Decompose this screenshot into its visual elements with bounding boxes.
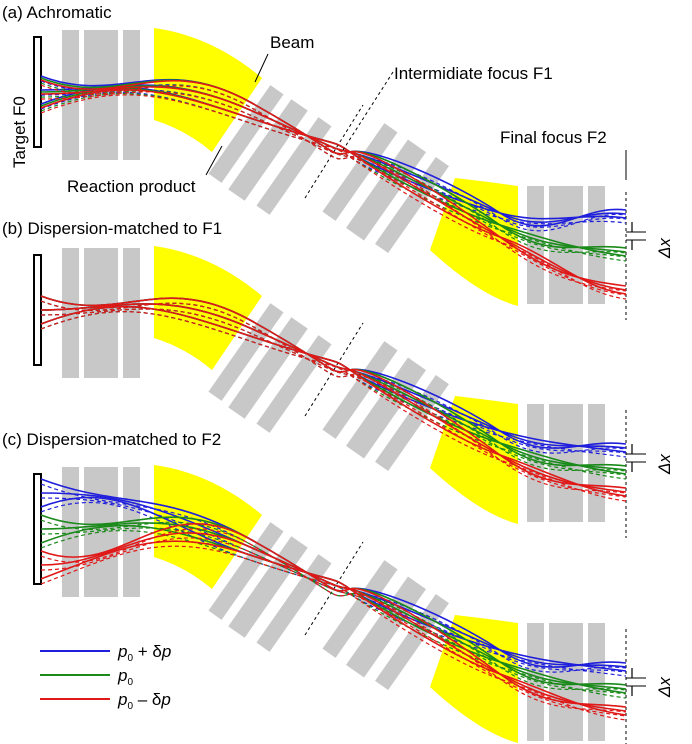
trajectory-line [40,79,627,287]
quadrupole-1 [62,248,79,378]
reference-marks [205,53,646,696]
final-quadrupole-1 [527,186,544,304]
trajectory-group-3 [40,478,627,721]
trajectory-line [40,295,627,489]
final-quadrupole-1 [527,404,544,522]
delta-x-label-e: Δx [655,677,674,698]
quadrupole-3 [123,467,140,597]
tilted-quadrupole-3 [256,117,332,215]
target-box [33,254,42,366]
target-label: Target F0 [10,96,29,168]
delta-x-label-c: Δx [655,454,674,475]
legend-entry-plus: p0 + δp [117,642,171,664]
final-quadrupole-1 [527,623,544,741]
quadrupole-2 [84,467,118,597]
panel-b-label: (b) Dispersion-matched to F1 [2,219,222,238]
trajectory-dashed-line [40,308,627,498]
trajectory-group-1 [40,75,627,300]
panel-a-label: (a) Achromatic [2,3,112,22]
reaction-product-label: Reaction product [67,177,196,196]
tilted-quadrupole-6 [375,593,449,691]
final-focus-label: Final focus F2 [500,128,607,147]
panel-c-label: (c) Dispersion-matched to F2 [2,430,221,449]
trajectory-dashed-line [40,545,627,721]
legend-entry-zero: p0 [117,666,133,688]
trajectory-dashed-line [40,91,627,225]
final-quadrupole-3 [588,623,605,741]
trajectory-line [40,305,627,497]
trajectory-dashed-line [40,311,627,502]
tilted-quadrupole-4 [322,341,398,439]
legend-entry-minus: p0 – δp [117,690,171,712]
trajectory-dashed-line [40,91,627,296]
tilted-quadrupole-4 [322,560,398,658]
target-box [33,473,42,585]
tilted-quadrupole-6 [375,156,449,254]
beam-label: Beam [270,33,314,52]
trajectory-dashed-line [40,93,627,262]
trajectory-line [40,89,627,295]
trajectory-group-2 [40,295,627,502]
trajectory-line [40,540,627,716]
legend: p0 + δp p0 p0 – δp [40,642,171,712]
trajectory-line [40,523,627,708]
quadrupole-3 [123,248,140,378]
tilted-quadrupole-3 [256,335,332,433]
trajectory-dashed-line [40,94,627,300]
stage-0 [33,28,627,320]
trajectory-dashed-line [40,89,627,228]
beam-leader [254,53,269,83]
trajectory-dashed-line [40,527,627,695]
trajectory-dashed-line [40,530,627,699]
final-quadrupole-3 [588,404,605,522]
tilted-quadrupole-4 [322,123,398,221]
delta-x-label-a: Δx [655,238,674,259]
trajectory-traces [40,75,627,721]
reaction-leader [205,145,223,176]
tilted-quadrupole-3 [256,554,332,652]
quadrupole-2 [84,248,118,378]
tilted-quadrupole-6 [375,374,449,472]
intermediate-focus-label: Intermidiate focus F1 [394,64,553,83]
trajectory-dashed-line [40,80,627,232]
target-box [33,36,42,148]
trajectory-dashed-line [40,528,627,713]
trajectory-dashed-line [40,90,627,258]
